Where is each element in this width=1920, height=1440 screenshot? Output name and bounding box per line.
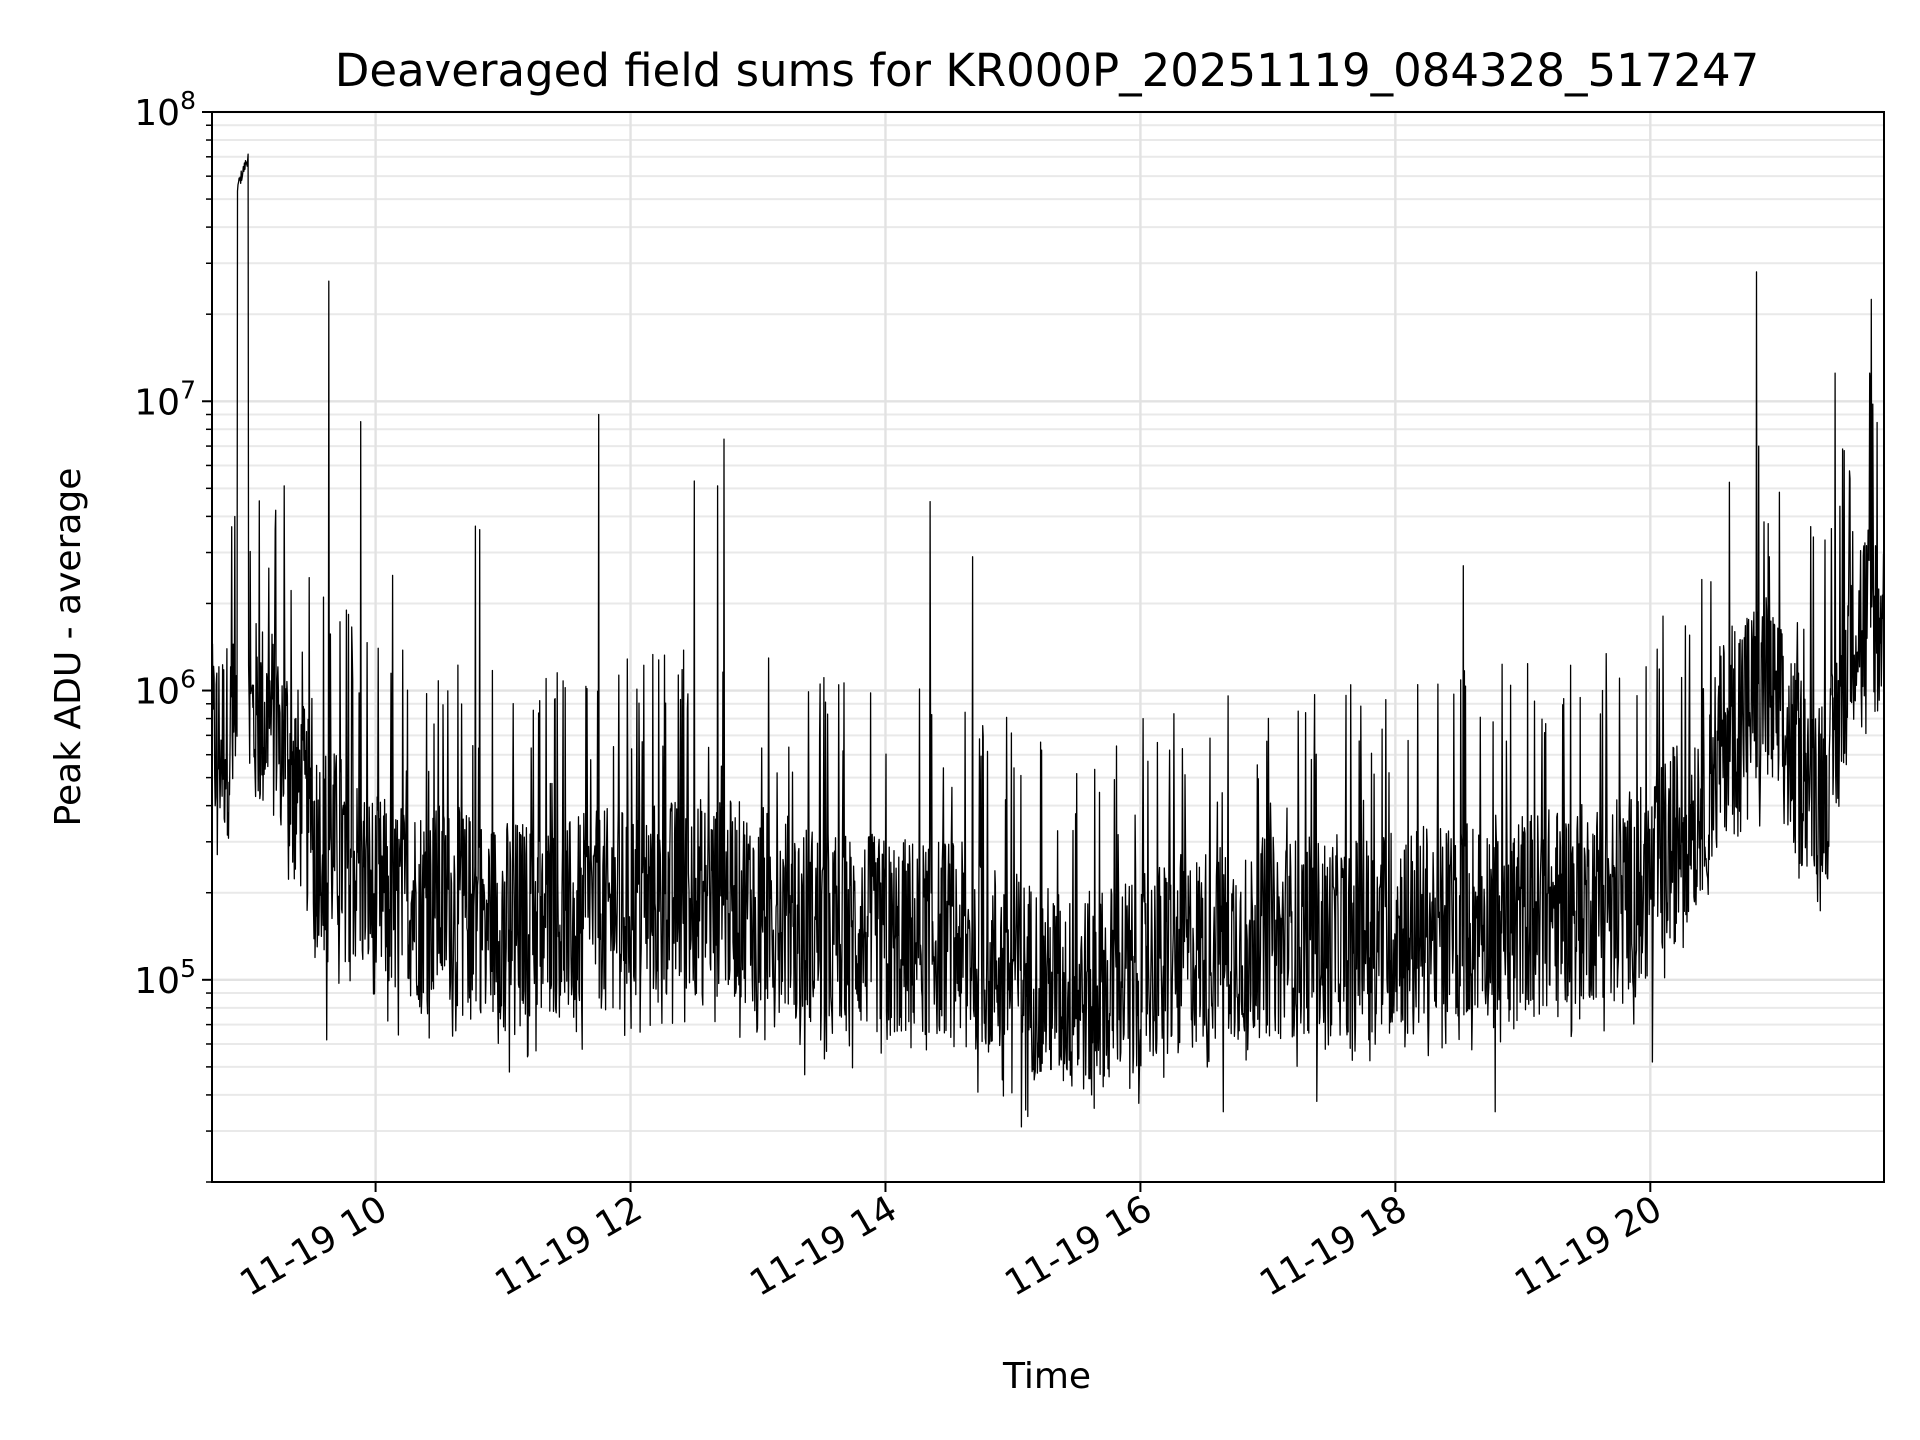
chart-title: Deaveraged field sums for KR000P_2025111…	[335, 44, 1759, 97]
y-axis-label: Peak ADU - average	[48, 468, 89, 827]
plot-frame	[211, 111, 1885, 1183]
y-tick-label: 106	[134, 665, 196, 713]
y-tick-label: 105	[134, 954, 196, 1002]
plot-background	[212, 112, 1884, 1182]
y-axis: 105 106 107 108	[134, 86, 212, 1183]
grid-layer	[212, 110, 1884, 1183]
y-tick-label: 107	[134, 375, 196, 423]
plot-area	[211, 110, 1885, 1183]
series-line	[211, 153, 1885, 1128]
x-axis-label: Time	[1002, 1356, 1091, 1397]
y-tick-label: 108	[134, 86, 196, 134]
data-layer	[211, 153, 1885, 1128]
